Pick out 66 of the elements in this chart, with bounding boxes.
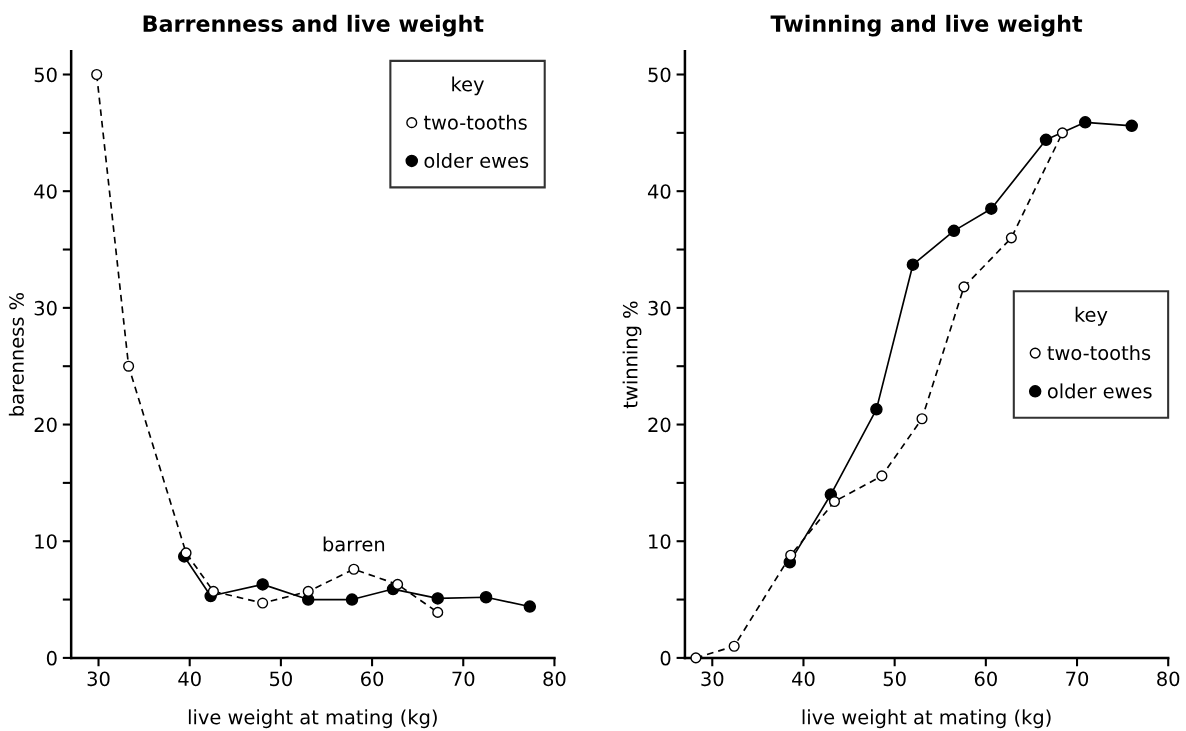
y-tick-label: 50 — [34, 67, 57, 83]
point — [690, 652, 702, 664]
point — [479, 590, 493, 604]
x-tick-label: 30 — [87, 671, 110, 687]
x-tick-label: 50 — [270, 671, 292, 687]
point — [523, 600, 537, 613]
y-tick-label: 30 — [648, 300, 671, 316]
point — [91, 68, 103, 81]
point — [870, 403, 883, 416]
x-tick-label: 80 — [1157, 671, 1180, 687]
x-tick-label: 70 — [1066, 671, 1089, 687]
y-tick-label: 10 — [35, 534, 57, 549]
point — [906, 258, 920, 271]
y-axis-title: barenness % — [8, 292, 24, 416]
legend-label: older ewes — [424, 152, 529, 169]
legend-label: two-tooths — [1047, 345, 1151, 361]
legend-title: key — [452, 76, 484, 96]
chart-title: Twinning and live weight — [770, 14, 1083, 37]
point — [257, 597, 269, 609]
point — [1039, 133, 1053, 147]
point — [302, 585, 314, 597]
legend-title: key — [1075, 306, 1108, 326]
point — [348, 563, 360, 575]
x-tick-label: 40 — [792, 671, 815, 687]
x-tick-label: 60 — [974, 671, 997, 687]
x-tick-label: 60 — [361, 671, 384, 687]
y-tick-label: 20 — [648, 417, 671, 433]
point — [207, 585, 219, 597]
point — [916, 413, 928, 425]
y-tick-label: 50 — [648, 67, 671, 83]
y-tick-label: 0 — [46, 650, 57, 666]
x-tick-label: 80 — [543, 671, 566, 687]
annotation: barren — [323, 536, 385, 552]
x-tick-label: 50 — [883, 671, 906, 687]
point — [256, 578, 269, 591]
x-tick-label: 30 — [701, 671, 724, 687]
x-tick-label: 40 — [178, 671, 201, 687]
chart-title: Barrenness and live weight — [143, 14, 484, 37]
point — [876, 470, 888, 482]
x-tick-label: 70 — [452, 671, 475, 687]
point — [958, 281, 970, 293]
y-tick-label: 40 — [647, 184, 671, 199]
point — [828, 495, 841, 508]
point — [1056, 127, 1068, 139]
point — [1078, 116, 1092, 129]
point — [431, 592, 444, 605]
point — [345, 593, 359, 606]
legend-label: two-tooths — [423, 114, 527, 130]
x-axis-title: live weight at mating (kg) — [802, 709, 1051, 729]
point — [392, 578, 404, 590]
point — [785, 549, 797, 561]
point — [432, 606, 444, 618]
legend-label: older ewes — [1047, 383, 1152, 399]
point — [947, 224, 961, 238]
y-axis-title: twinning % — [622, 301, 642, 409]
point — [123, 360, 135, 372]
y-tick-label: 10 — [649, 534, 671, 549]
point — [728, 640, 740, 652]
point — [1005, 232, 1017, 244]
x-axis-title: live weight at mating (kg) — [188, 709, 437, 729]
point — [1125, 119, 1138, 133]
y-tick-label: 20 — [34, 417, 57, 433]
point — [985, 202, 998, 215]
y-tick-label: 0 — [660, 650, 671, 666]
y-tick-label: 30 — [34, 300, 57, 316]
y-tick-label: 40 — [34, 184, 57, 199]
